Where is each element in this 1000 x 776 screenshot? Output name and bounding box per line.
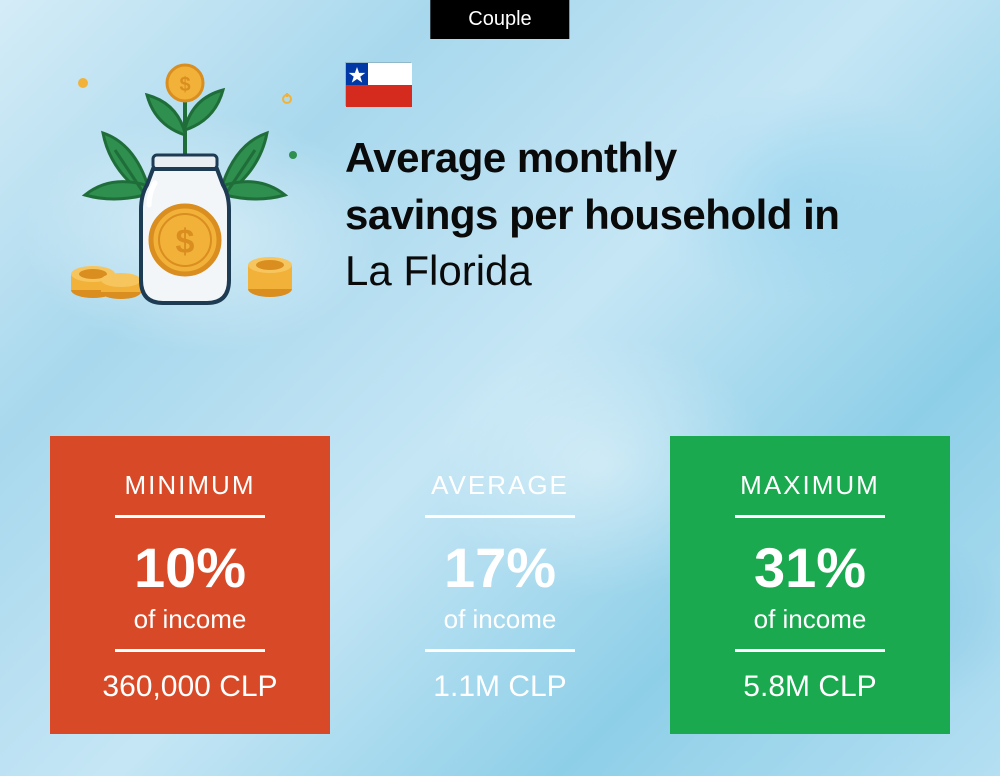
card-amount: 5.8M CLP [743,670,876,704]
card-amount: 1.1M CLP [433,670,566,704]
card-sub: of income [754,604,867,635]
card-sub: of income [134,604,247,635]
svg-text:$: $ [179,74,190,96]
stat-card-average: AVERAGE 17% of income 1.1M CLP [360,436,640,734]
card-label: MAXIMUM [740,470,880,501]
divider [735,515,885,518]
divider [115,649,265,652]
category-badge: Couple [430,0,569,39]
stat-card-maximum: MAXIMUM 31% of income 5.8M CLP [670,436,950,734]
stat-cards-row: MINIMUM 10% of income 360,000 CLP AVERAG… [50,436,950,734]
card-percent: 17% [444,540,556,596]
card-sub: of income [444,604,557,635]
card-percent: 10% [134,540,246,596]
card-percent: 31% [754,540,866,596]
stat-card-minimum: MINIMUM 10% of income 360,000 CLP [50,436,330,734]
title-line-2: savings per household in [345,187,960,244]
card-amount: 360,000 CLP [102,670,277,704]
card-label: MINIMUM [125,470,256,501]
page-title: Average monthly savings per household in… [345,130,960,300]
divider [425,515,575,518]
card-label: AVERAGE [431,470,569,501]
title-city: La Florida [345,243,960,300]
divider [425,649,575,652]
svg-text:$: $ [176,223,195,261]
chile-flag-icon [345,62,411,106]
title-line-1: Average monthly [345,130,960,187]
divider [735,649,885,652]
savings-jar-illustration: $ $ [55,55,315,315]
divider [115,515,265,518]
